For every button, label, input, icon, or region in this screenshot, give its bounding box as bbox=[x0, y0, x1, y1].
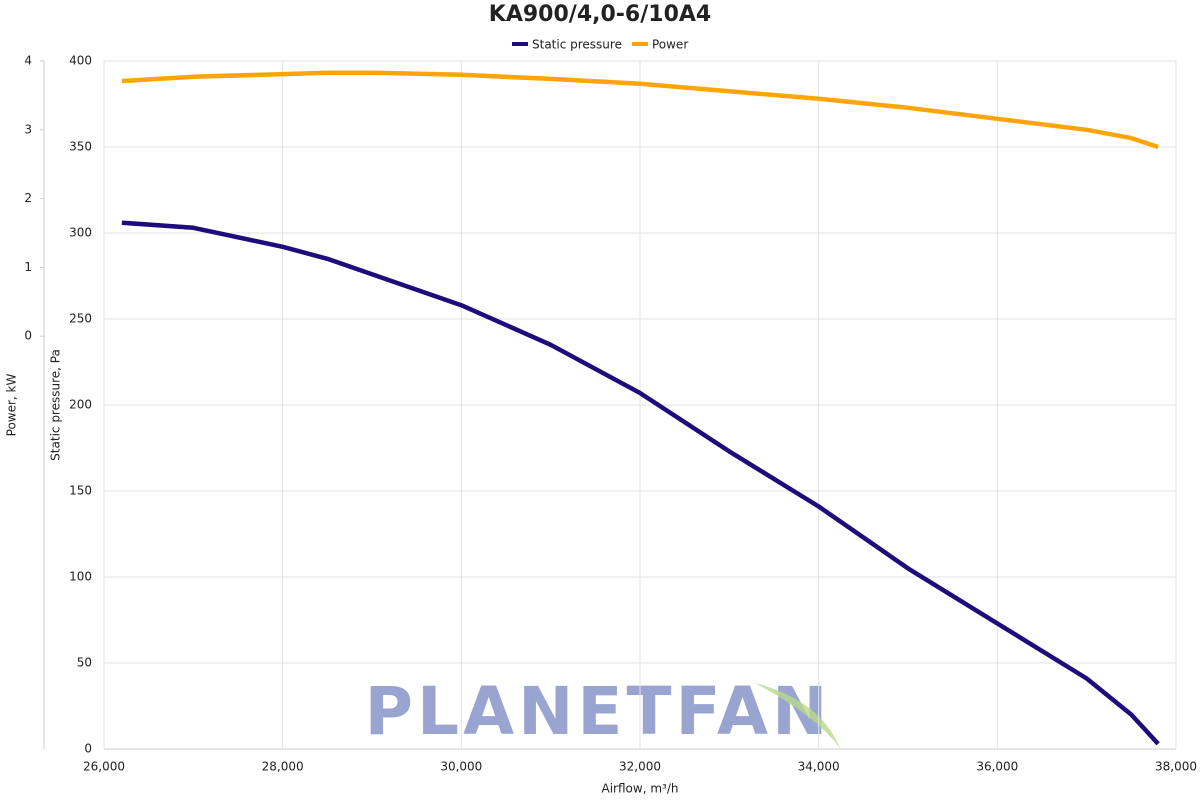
series-line bbox=[121, 70, 1159, 150]
x-axis-label: Airflow, m³/h bbox=[602, 782, 679, 796]
series-line bbox=[121, 220, 1160, 746]
chart-title: KA900/4,0-6/10A4 bbox=[489, 2, 711, 27]
y-tick-label: 50 bbox=[77, 656, 92, 670]
y2-tick-label: 1 bbox=[24, 260, 32, 274]
y2-tick-label: 2 bbox=[24, 191, 32, 205]
legend-label: Power bbox=[652, 38, 688, 52]
y-tick-label: 100 bbox=[69, 570, 92, 584]
x-tick-label: 26,000 bbox=[83, 760, 125, 774]
y-axis-label: Static pressure, Pa bbox=[49, 349, 63, 461]
y-tick-label: 350 bbox=[69, 140, 92, 154]
x-tick-label: 36,000 bbox=[976, 760, 1018, 774]
watermark: PLANETFAN bbox=[365, 673, 832, 750]
y-tick-label: 400 bbox=[69, 54, 92, 68]
legend-label: Static pressure bbox=[532, 38, 622, 52]
y2-tick-label: 3 bbox=[24, 122, 32, 136]
x-tick-label: 30,000 bbox=[440, 760, 482, 774]
y2-axis-label: Power, kW bbox=[5, 374, 19, 437]
y-tick-label: 250 bbox=[69, 312, 92, 326]
x-tick-label: 38,000 bbox=[1155, 760, 1197, 774]
x-tick-label: 34,000 bbox=[798, 760, 840, 774]
x-tick-label: 32,000 bbox=[619, 760, 661, 774]
x-tick-label: 28,000 bbox=[262, 760, 304, 774]
y2-tick-label: 0 bbox=[24, 329, 32, 343]
y-tick-label: 200 bbox=[69, 398, 92, 412]
y-tick-label: 0 bbox=[84, 742, 92, 756]
y2-tick-label: 4 bbox=[24, 54, 32, 68]
y-tick-label: 150 bbox=[69, 484, 92, 498]
y-tick-label: 300 bbox=[69, 226, 92, 240]
